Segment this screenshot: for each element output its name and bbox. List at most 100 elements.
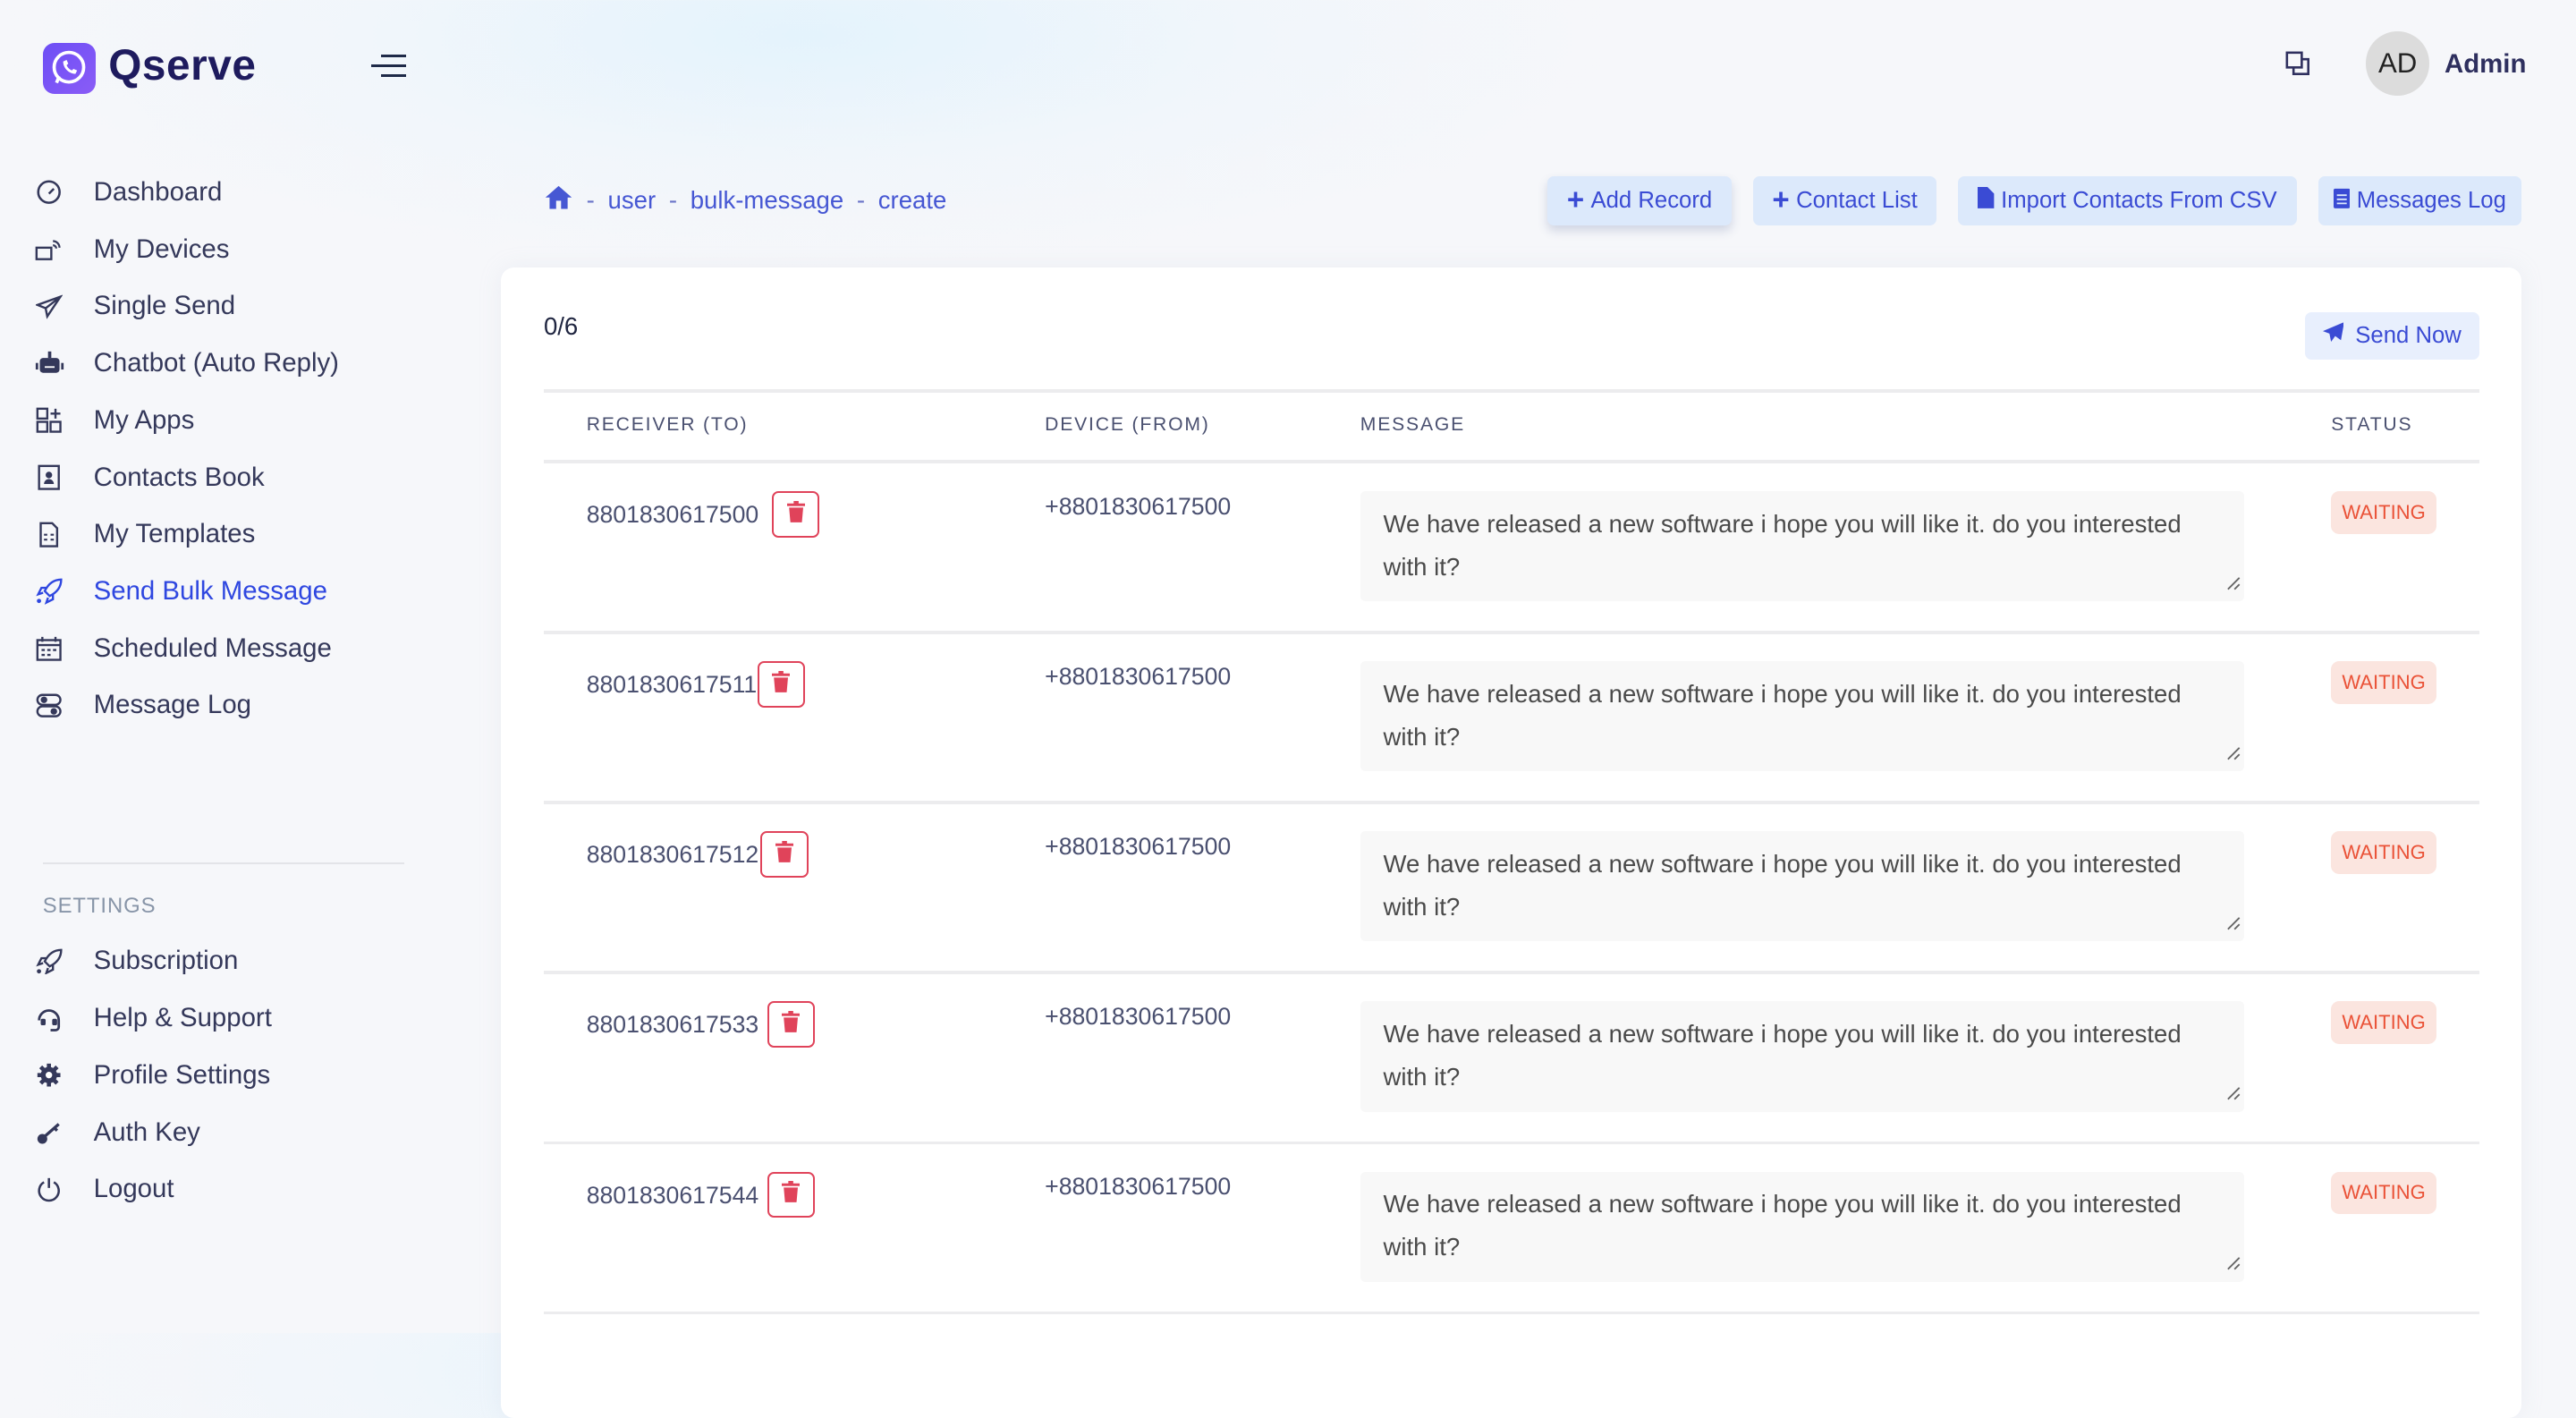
csv-file-icon xyxy=(1978,186,1995,215)
sidebar-item-label: Contacts Book xyxy=(93,462,265,492)
device-number: +8801830617500 xyxy=(1045,1173,1232,1201)
status-badge: WAITING xyxy=(2331,1171,2436,1215)
sidebar-item-single-send[interactable]: Single Send xyxy=(33,286,235,326)
status-badge: WAITING xyxy=(2331,1001,2436,1045)
sidebar-item-my-apps[interactable]: My Apps xyxy=(33,401,195,440)
resize-handle-icon[interactable] xyxy=(2226,908,2241,938)
message-textarea[interactable]: We have released a new software i hope y… xyxy=(1360,1171,2244,1282)
trash-icon xyxy=(775,839,794,870)
send-now-label: Send Now xyxy=(2355,323,2462,349)
table-divider xyxy=(543,460,2479,463)
sidebar-item-contacts-book[interactable]: Contacts Book xyxy=(33,458,265,497)
message-text: We have released a new software i hope y… xyxy=(1383,1190,2182,1261)
column-header-receiver: RECEIVER (TO) xyxy=(586,413,749,435)
sidebar-item-send-bulk-message[interactable]: Send Bulk Message xyxy=(33,572,327,611)
breadcrumb: - user - bulk-message - create xyxy=(544,184,946,217)
import-csv-label: Import Contacts From CSV xyxy=(2001,187,2277,213)
calendar-icon xyxy=(33,632,66,665)
resize-handle-icon[interactable] xyxy=(2226,568,2241,599)
delete-row-button[interactable] xyxy=(757,661,805,708)
sidebar-item-label: Profile Settings xyxy=(93,1059,271,1090)
avatar[interactable]: AD xyxy=(2365,30,2430,96)
breadcrumb-bulk-message[interactable]: bulk-message xyxy=(690,185,844,214)
logo-icon xyxy=(42,42,96,94)
sidebar-item-label: Send Bulk Message xyxy=(93,576,327,607)
resize-handle-icon[interactable] xyxy=(2226,1078,2241,1108)
rocket-icon xyxy=(33,575,66,608)
device-number: +8801830617500 xyxy=(1045,663,1232,691)
sidebar-item-logout[interactable]: Logout xyxy=(33,1169,174,1209)
row-divider xyxy=(543,631,2479,634)
delete-row-button[interactable] xyxy=(767,1001,815,1048)
sidebar-item-label: Help & Support xyxy=(93,1003,272,1033)
template-icon xyxy=(33,518,66,551)
message-textarea[interactable]: We have released a new software i hope y… xyxy=(1360,661,2244,772)
row-divider xyxy=(543,1141,2479,1145)
delete-row-button[interactable] xyxy=(760,831,809,878)
sidebar-item-profile-settings[interactable]: Profile Settings xyxy=(33,1056,271,1095)
message-textarea[interactable]: We have released a new software i hope y… xyxy=(1360,491,2244,602)
home-icon[interactable] xyxy=(544,184,573,217)
import-csv-button[interactable]: Import Contacts From CSV xyxy=(1958,175,2297,225)
send-now-button[interactable]: Send Now xyxy=(2304,311,2479,361)
clipboard-icon xyxy=(2334,187,2351,215)
messages-log-button[interactable]: Messages Log xyxy=(2318,175,2522,225)
headset-icon xyxy=(33,1002,66,1035)
trash-icon xyxy=(782,1179,801,1210)
sidebar-item-subscription[interactable]: Subscription xyxy=(33,941,239,981)
sidebar-item-label: My Templates xyxy=(93,519,256,549)
sidebar-item-scheduled-message[interactable]: Scheduled Message xyxy=(33,629,332,668)
resize-handle-icon[interactable] xyxy=(2226,738,2241,768)
contact-list-button[interactable]: + Contact List xyxy=(1752,175,1937,225)
device-number: +8801830617500 xyxy=(1045,1003,1232,1031)
add-record-button[interactable]: + Add Record xyxy=(1547,175,1732,225)
paper-plane-icon xyxy=(33,290,66,323)
breadcrumb-user[interactable]: user xyxy=(607,185,657,214)
sidebar-item-chatbot-auto-reply[interactable]: Chatbot (Auto Reply) xyxy=(33,344,339,383)
receiver-number: 8801830617500 xyxy=(586,501,759,529)
sidebar-item-dashboard[interactable]: Dashboard xyxy=(33,173,222,212)
sidebar-item-my-templates[interactable]: My Templates xyxy=(33,514,256,554)
message-textarea[interactable]: We have released a new software i hope y… xyxy=(1360,1001,2244,1112)
plus-icon: + xyxy=(1566,183,1585,217)
sidebar-item-label: Single Send xyxy=(93,291,236,321)
sidebar-item-label: Subscription xyxy=(93,946,239,976)
sidebar-item-message-log[interactable]: Message Log xyxy=(33,685,251,725)
power-icon xyxy=(33,1173,66,1206)
delete-row-button[interactable] xyxy=(767,1171,815,1218)
receiver-number: 8801830617544 xyxy=(586,1181,759,1209)
messages-log-label: Messages Log xyxy=(2356,187,2506,213)
message-text: We have released a new software i hope y… xyxy=(1383,850,2182,921)
column-header-status: STATUS xyxy=(2331,413,2413,435)
apps-icon xyxy=(33,403,66,437)
receiver-number: 8801830617512 xyxy=(586,841,759,869)
delete-row-button[interactable] xyxy=(772,491,820,538)
breadcrumb-separator: - xyxy=(586,185,595,214)
sidebar-item-label: Auth Key xyxy=(93,1117,200,1147)
message-text: We have released a new software i hope y… xyxy=(1383,1020,2182,1091)
breadcrumb-create: create xyxy=(877,185,947,214)
sidebar-item-label: Message Log xyxy=(93,690,252,720)
sidebar-item-auth-key[interactable]: Auth Key xyxy=(33,1113,200,1152)
window-toggle-icon[interactable] xyxy=(2285,51,2310,83)
paper-plane-icon xyxy=(2322,322,2344,350)
sidebar-item-help-support[interactable]: Help & Support xyxy=(33,998,272,1038)
rocket-icon xyxy=(33,945,66,978)
user-name[interactable]: Admin xyxy=(2445,49,2527,80)
status-badge: WAITING xyxy=(2331,491,2436,534)
message-textarea[interactable]: We have released a new software i hope y… xyxy=(1360,831,2244,942)
toggle-icon xyxy=(33,689,66,722)
trash-icon xyxy=(772,669,791,700)
row-divider xyxy=(543,1311,2479,1315)
sidebar-item-label: Scheduled Message xyxy=(93,633,332,663)
gauge-icon xyxy=(33,176,66,209)
resize-handle-icon[interactable] xyxy=(2226,1248,2241,1278)
sidebar-item-my-devices[interactable]: My Devices xyxy=(33,230,229,269)
status-badge: WAITING xyxy=(2331,831,2436,875)
sidebar-divider xyxy=(42,862,404,865)
message-text: We have released a new software i hope y… xyxy=(1383,680,2182,751)
sidebar-item-label: My Apps xyxy=(93,404,195,435)
plus-icon: + xyxy=(1772,183,1790,217)
breadcrumb-separator: - xyxy=(856,185,866,214)
menu-toggle-icon[interactable] xyxy=(371,54,406,80)
